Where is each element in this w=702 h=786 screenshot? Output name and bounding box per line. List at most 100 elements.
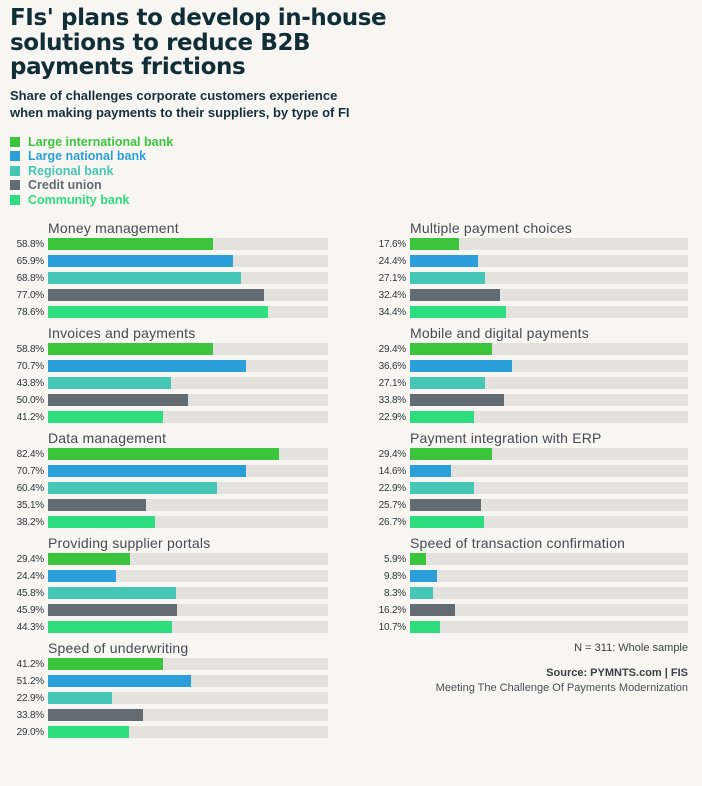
bar-fill <box>410 343 492 355</box>
title-line: solutions to reduce B2B <box>10 29 311 56</box>
bar-fill <box>410 377 486 389</box>
legend-swatch-icon <box>10 136 20 147</box>
bar-track <box>410 553 688 565</box>
bar-value-label: 58.8% <box>16 238 45 250</box>
chart-group: Payment integration with ERP 29.4% 14.6% 22… <box>372 430 688 533</box>
bar-row: 60.4% <box>10 482 328 494</box>
bar-row: 33.8% <box>10 709 328 721</box>
bar-value-label: 43.8% <box>16 377 45 389</box>
bar-fill <box>48 587 177 599</box>
legend-label: Large international bank <box>28 134 174 149</box>
bar-fill <box>410 553 427 565</box>
legend-item: Community bank <box>10 193 688 208</box>
bar-track <box>48 411 328 423</box>
bar-fill <box>410 272 486 284</box>
chart-group-title: Speed of transaction confirmation <box>410 535 626 551</box>
title-line: payments frictions <box>10 54 246 80</box>
bar-fill <box>48 238 213 250</box>
bar-value-label: 78.6% <box>16 306 45 318</box>
bar-track <box>48 394 328 406</box>
bar-track <box>410 621 688 633</box>
legend-label: Community bank <box>28 192 130 207</box>
bar-row: 45.9% <box>10 604 328 616</box>
bar-track <box>410 516 688 528</box>
bar-row: 33.8% <box>372 394 688 406</box>
bar-row: 22.9% <box>372 411 688 423</box>
chart-group: Speed of underwriting 41.2% 51.2% 22.9% 33.8… <box>10 640 328 743</box>
bar-value-label: 35.1% <box>16 499 45 511</box>
bar-fill <box>410 621 440 633</box>
bar-row: 41.2% <box>10 658 328 670</box>
bar-value-label: 41.2% <box>16 411 45 423</box>
bar-track <box>48 621 328 633</box>
bar-track <box>48 499 328 511</box>
bar-track <box>48 553 328 565</box>
bar-value-label: 25.7% <box>378 499 407 511</box>
bar-value-label: 22.9% <box>16 692 45 704</box>
legend-swatch-icon <box>10 151 20 162</box>
bar-row: 68.8% <box>10 272 328 284</box>
bar-fill <box>410 604 456 616</box>
bar-row: 9.8% <box>372 570 688 582</box>
bar-value-label: 82.4% <box>16 448 45 460</box>
bar-value-label: 29.0% <box>16 726 45 738</box>
bar-fill <box>48 709 143 721</box>
chart-group: Providing supplier portals 29.4% 24.4% 45.8… <box>10 535 328 638</box>
bar-row: 36.6% <box>372 360 688 372</box>
bar-fill <box>410 482 474 494</box>
bar-row: 58.8% <box>10 343 328 355</box>
bar-value-label: 22.9% <box>378 482 407 494</box>
bar-track <box>410 394 688 406</box>
legend-swatch-icon <box>10 165 20 176</box>
bar-track <box>48 343 328 355</box>
chart-group: Speed of transaction confirmation 5.9% 9.8… <box>372 535 688 638</box>
legend-item: Large national bank <box>10 149 688 164</box>
title-line: FIs' plans to develop in-house <box>10 5 387 31</box>
bar-track <box>48 377 328 389</box>
bar-row: 38.2% <box>10 516 328 528</box>
bar-value-label: 8.3% <box>384 587 406 599</box>
bar-value-label: 33.8% <box>16 709 45 721</box>
bar-fill <box>48 658 164 670</box>
chart-group-title: Invoices and payments <box>48 325 196 341</box>
bar-row: 14.6% <box>372 465 688 477</box>
chart-group: Money management 58.8% 65.9% 68.8% 77.0% 78.6… <box>10 220 328 323</box>
bar-value-label: 58.8% <box>16 343 45 355</box>
bar-fill <box>410 289 501 301</box>
bar-fill <box>48 411 164 423</box>
bar-row: 25.7% <box>372 499 688 511</box>
bar-row: 29.0% <box>10 726 328 738</box>
bar-track <box>410 604 688 616</box>
bar-track <box>48 709 328 721</box>
bar-track <box>48 726 328 738</box>
legend: Large international bank Large national b… <box>10 135 688 208</box>
chart-group: Invoices and payments 58.8% 70.7% 43.8% 50.0… <box>10 325 328 428</box>
chart-group-title: Payment integration with ERP <box>410 430 602 446</box>
bar-fill <box>48 306 269 318</box>
bar-track <box>410 570 688 582</box>
bar-track <box>410 448 688 460</box>
bar-track <box>410 377 688 389</box>
bar-row: 34.4% <box>372 306 688 318</box>
bar-fill <box>48 394 188 406</box>
bar-track <box>48 272 328 284</box>
bar-fill <box>48 516 155 528</box>
bar-value-label: 44.3% <box>16 621 45 633</box>
bar-row: 8.3% <box>372 587 688 599</box>
bar-row: 10.7% <box>372 621 688 633</box>
bar-fill <box>48 465 246 477</box>
bar-fill <box>48 448 279 460</box>
bar-fill <box>410 306 506 318</box>
bar-track <box>48 482 328 494</box>
footer-tagline: Meeting The Challenge Of Payments Modern… <box>435 682 688 694</box>
bar-fill <box>48 272 241 284</box>
bar-fill <box>410 394 504 406</box>
bar-value-label: 24.4% <box>378 255 407 267</box>
bar-fill <box>48 499 147 511</box>
bar-value-label: 29.4% <box>378 448 407 460</box>
bar-track <box>48 238 328 250</box>
footer-block: N = 311: Whole sample Source: PYMNTS.com… <box>372 640 688 745</box>
bar-fill <box>48 343 213 355</box>
bar-fill <box>48 255 233 267</box>
bar-row: 50.0% <box>10 394 328 406</box>
